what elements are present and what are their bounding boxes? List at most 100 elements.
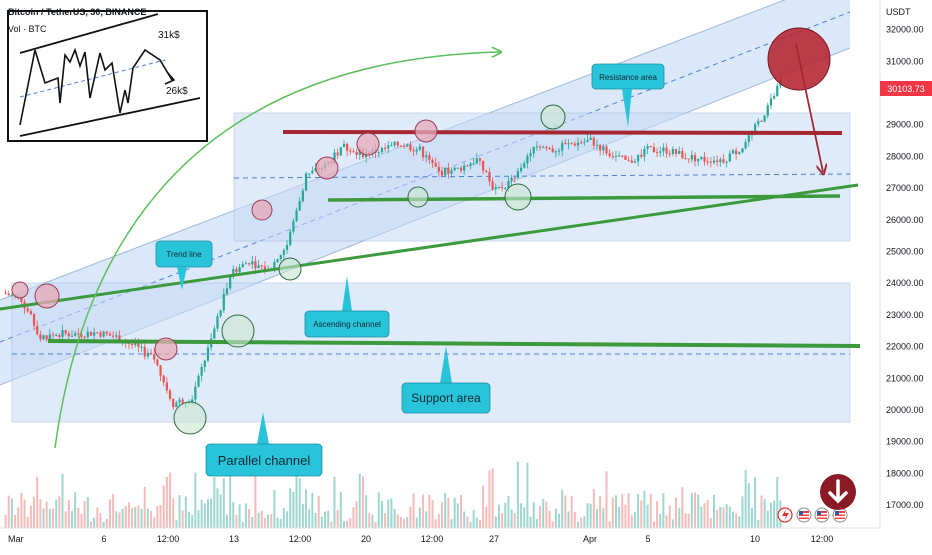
price-tick-label: 18000.00 bbox=[886, 468, 924, 478]
volume-bar bbox=[134, 507, 137, 528]
candle-body bbox=[491, 181, 494, 190]
volume-bar bbox=[441, 502, 444, 528]
callout-ascending-channel[interactable]: Ascending channel bbox=[304, 276, 390, 338]
volume-bar bbox=[605, 471, 608, 528]
callout-resistance[interactable]: Resistance area bbox=[591, 63, 665, 127]
price-axis[interactable]: USDT 32000.0031000.0030000.0029000.00280… bbox=[879, 0, 932, 528]
volume-bar bbox=[339, 491, 342, 528]
volume-bar bbox=[516, 461, 519, 528]
volume-bar bbox=[244, 503, 247, 528]
candle-body bbox=[7, 293, 10, 296]
event-icons[interactable] bbox=[777, 474, 856, 523]
volume-bar bbox=[210, 498, 213, 528]
candle-body bbox=[431, 159, 434, 164]
volume-bar bbox=[270, 514, 273, 528]
volume-bar bbox=[447, 497, 450, 528]
volume-bars bbox=[4, 461, 782, 528]
volume-bar bbox=[532, 502, 535, 528]
candle-body bbox=[96, 332, 99, 334]
candle-body bbox=[504, 187, 507, 189]
volume-bar bbox=[627, 493, 630, 528]
volume-bar bbox=[260, 510, 263, 528]
candle-body bbox=[599, 144, 602, 151]
volume-bar bbox=[374, 521, 377, 528]
candle-body bbox=[728, 153, 731, 162]
volume-bar bbox=[548, 510, 551, 528]
candle-body bbox=[716, 160, 719, 163]
volume-bar bbox=[633, 511, 636, 528]
price-axis-currency: USDT bbox=[886, 7, 911, 17]
candle-body bbox=[444, 167, 447, 176]
callout-trend-line[interactable]: Trend line bbox=[155, 240, 213, 290]
volume-bar bbox=[649, 493, 652, 528]
support-line[interactable] bbox=[47, 339, 861, 348]
volume-bar bbox=[659, 514, 662, 528]
candle-body bbox=[731, 150, 735, 154]
time-axis[interactable]: Mar 6 12:00 13 12:00 20 12:00 27 Apr 5 10 12:00 bbox=[0, 527, 932, 550]
candle-body bbox=[769, 98, 773, 106]
volume-bar bbox=[197, 510, 200, 528]
volume-bar bbox=[507, 495, 510, 528]
volume-bar bbox=[52, 508, 55, 528]
candle-body bbox=[130, 344, 134, 346]
candle-body bbox=[674, 148, 678, 154]
growth-arrow bbox=[54, 52, 500, 449]
candle-body bbox=[570, 143, 573, 145]
candle-body bbox=[434, 163, 437, 167]
candle-body bbox=[86, 331, 89, 338]
volume-bar bbox=[150, 510, 153, 528]
volume-bar bbox=[652, 521, 655, 528]
volume-bar bbox=[96, 507, 99, 528]
candle-body bbox=[178, 399, 181, 403]
candle-body bbox=[200, 366, 203, 376]
volume-bar bbox=[608, 521, 611, 528]
volume-bar bbox=[67, 499, 70, 528]
volume-bar bbox=[20, 492, 23, 528]
candle-body bbox=[678, 150, 681, 154]
volume-bar bbox=[181, 510, 184, 528]
candle-body bbox=[393, 141, 396, 146]
volume-bar bbox=[621, 494, 624, 528]
candle-body bbox=[652, 147, 656, 153]
volume-bar bbox=[485, 506, 488, 528]
candle-body bbox=[488, 171, 491, 182]
volume-bar bbox=[225, 514, 228, 528]
volume-bar bbox=[586, 503, 589, 528]
resistance-line[interactable] bbox=[282, 130, 843, 135]
volume-bar bbox=[194, 472, 197, 528]
candle-body bbox=[772, 96, 776, 99]
volume-bar bbox=[48, 508, 51, 528]
candle-body bbox=[583, 141, 586, 143]
volume-bar bbox=[248, 509, 251, 528]
volume-bar bbox=[526, 462, 529, 528]
candle-body bbox=[437, 166, 440, 172]
candle-body bbox=[760, 120, 763, 122]
candle-body bbox=[146, 352, 149, 357]
trend-line[interactable] bbox=[0, 183, 859, 311]
candle-body bbox=[377, 152, 380, 154]
callout-parallel-channel[interactable]: Parallel channel bbox=[205, 412, 323, 477]
volume-bar bbox=[311, 493, 314, 528]
volume-bar bbox=[45, 501, 48, 528]
volume-bar bbox=[127, 502, 130, 528]
candle-body bbox=[112, 335, 115, 337]
volume-bar bbox=[165, 476, 168, 528]
green-circle-marker bbox=[540, 104, 566, 130]
volume-bar bbox=[99, 513, 102, 528]
candle-body bbox=[20, 296, 23, 302]
volume-bar bbox=[599, 495, 602, 528]
callout-support[interactable]: Support area bbox=[401, 346, 491, 414]
candle-body bbox=[203, 360, 206, 367]
candle-body bbox=[254, 261, 257, 269]
price-tick-label: 25000.00 bbox=[886, 247, 924, 257]
candle-body bbox=[396, 141, 399, 146]
green-circle-marker bbox=[278, 257, 302, 281]
candle-body bbox=[595, 144, 599, 146]
candle-body bbox=[292, 220, 295, 232]
volume-bar bbox=[463, 511, 466, 528]
inset-bottom-label: 26k$ bbox=[166, 86, 188, 97]
volume-bar bbox=[614, 495, 617, 528]
candle-body bbox=[459, 167, 463, 171]
volume-bar bbox=[637, 493, 640, 528]
